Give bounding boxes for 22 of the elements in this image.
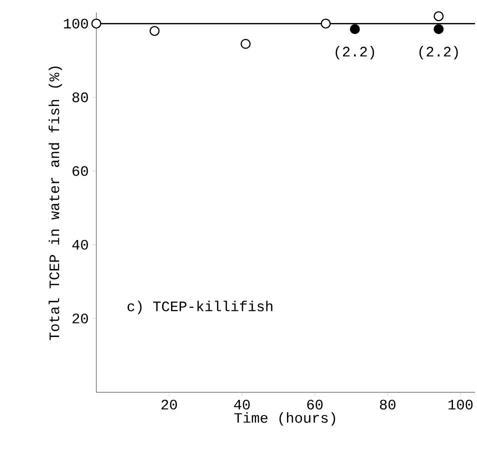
- y-tick-label: 20: [72, 314, 88, 324]
- point: [350, 24, 360, 34]
- point: [434, 24, 444, 34]
- point: [434, 11, 444, 22]
- point: [150, 26, 160, 36]
- x-tick-label: 80: [380, 400, 396, 410]
- point: [91, 18, 102, 29]
- annotation: (2.2): [419, 46, 458, 60]
- y-axis-title: Total TCEP in water and fish (%): [48, 66, 62, 340]
- x-axis-title: Time (hours): [234, 412, 336, 426]
- y-tick-label: 40: [72, 240, 88, 250]
- x-tick-label: 100: [448, 400, 473, 410]
- point: [320, 18, 331, 29]
- x-tick-label: 60: [307, 400, 323, 410]
- point: [240, 38, 251, 49]
- annotation: (2.2): [336, 46, 374, 60]
- y-tick-label: 80: [72, 92, 88, 102]
- x-tick-label: 20: [162, 400, 177, 410]
- x-tick-label: 40: [234, 400, 250, 410]
- annotation: c) TCEP-killifish: [128, 300, 272, 314]
- y-tick-label: 60: [72, 166, 88, 176]
- y-tick-label: 100: [64, 18, 88, 28]
